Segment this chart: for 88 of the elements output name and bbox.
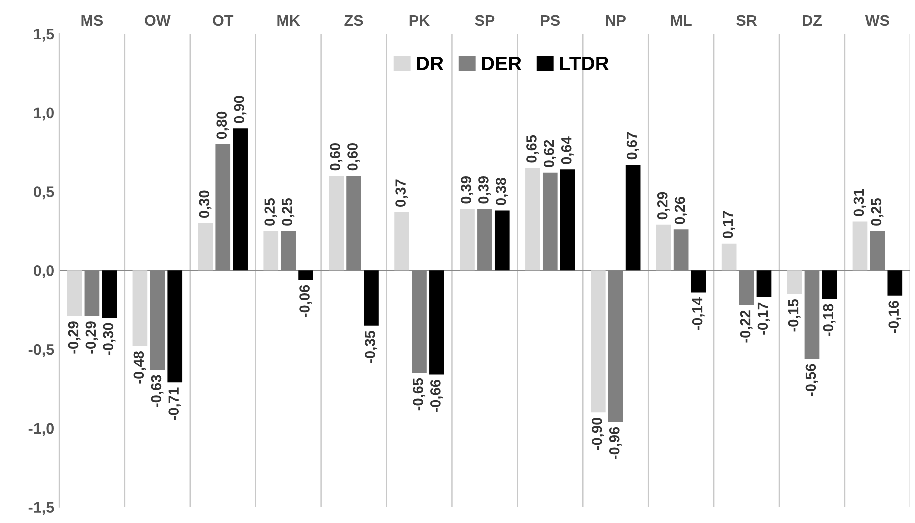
data-label: 0,39 [478,176,491,204]
data-label: -0,18 [823,304,836,336]
bar [722,244,737,271]
data-label: -0,35 [365,331,378,364]
data-label: -0,56 [806,364,818,396]
y-tick-label: -1,0 [28,423,54,436]
bar [756,270,772,298]
data-label: -0,90 [592,418,604,450]
bar [822,270,838,300]
data-label: 0,26 [674,197,688,224]
data-label: -0,65 [413,378,426,411]
data-label: -0,15 [788,299,801,332]
legend-label: DR [417,56,444,70]
bar [526,168,540,271]
data-label: 0,30 [199,190,212,218]
y-tick-label: -0,5 [28,344,54,358]
x-tick-label: DZ [803,15,822,26]
data-label: 0,64 [561,136,574,164]
bar [656,224,672,271]
data-label: 0,39 [461,176,474,204]
bar [494,210,510,271]
bar [691,270,706,293]
y-tick-label: 0,5 [34,186,54,200]
data-label: -0,30 [103,323,116,356]
data-label: -0,17 [758,302,770,335]
data-label: 0,62 [544,140,556,168]
bar [787,270,802,294]
bar [298,270,314,280]
data-label: -0,96 [609,427,622,460]
data-label: 0,90 [234,96,247,124]
data-label: 0,25 [871,198,884,226]
bar [168,270,183,383]
data-label: -0,66 [430,380,443,412]
x-tick-label: MS [82,15,104,26]
x-tick-label: SR [736,15,758,26]
data-label: 0,60 [348,143,360,171]
data-label: 0,37 [396,180,408,207]
data-label: 0,80 [216,112,230,140]
bar [460,209,475,271]
x-tick-label: WS [865,15,890,26]
y-tick-label: 0,0 [34,266,54,279]
y-tick-label: -1,5 [28,502,54,516]
data-label: -0,48 [134,352,146,384]
bar [198,223,214,271]
data-label: -0,29 [68,322,81,354]
x-tick-label: NP [606,15,626,26]
x-tick-label: ZS [344,15,364,26]
data-label: -0,71 [168,388,182,420]
x-tick-label: PK [410,15,430,26]
bar [102,270,118,318]
data-label: 0,67 [626,132,640,160]
y-tick-label: 1,5 [34,29,54,42]
x-tick-label: PS [541,15,560,26]
data-label: 0,25 [282,198,295,226]
bar [132,270,148,346]
bar [430,270,444,375]
bar [888,270,903,296]
x-tick-label: OW [145,15,171,26]
bar [67,270,82,316]
data-label: 0,31 [854,189,866,216]
data-label: -0,29 [86,322,98,354]
data-label: 0,65 [526,135,539,163]
x-tick-label: ML [671,15,692,26]
bar [364,270,379,326]
x-tick-label: OT [213,15,234,26]
bar [264,231,279,271]
bar [626,164,641,271]
legend-label: LTDR [560,56,609,70]
data-label: 0,38 [496,178,508,206]
bar [233,128,248,271]
data-label: -0,16 [888,301,902,334]
bar [852,222,868,271]
bar [329,176,344,271]
data-label: -0,06 [300,285,312,318]
x-tick-label: MK [278,15,300,26]
bar [394,212,410,271]
data-label: 0,29 [657,192,670,220]
data-label: 0,25 [264,198,278,226]
data-label: 0,17 [722,211,736,239]
data-label: -0,14 [692,298,705,330]
x-tick-label: SP [475,15,495,26]
data-label: 0,60 [330,143,343,171]
legend-label: DER [482,56,522,70]
y-tick-label: 1,0 [34,108,54,121]
bar [560,170,576,271]
data-label: -0,63 [151,375,164,408]
data-label: -0,22 [740,310,753,343]
bar [590,270,606,413]
